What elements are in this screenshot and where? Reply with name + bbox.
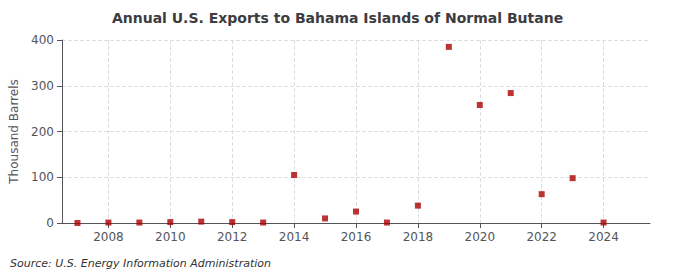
svg-text:2024: 2024 [588, 230, 619, 244]
svg-text:2014: 2014 [279, 230, 310, 244]
svg-text:Thousand Barrels: Thousand Barrels [7, 79, 21, 184]
svg-text:2012: 2012 [217, 230, 248, 244]
svg-text:Annual U.S. Exports to Bahama: Annual U.S. Exports to Bahama Islands of… [112, 10, 563, 26]
svg-text:0: 0 [46, 216, 54, 230]
svg-text:2020: 2020 [465, 230, 496, 244]
svg-text:2008: 2008 [93, 230, 124, 244]
svg-text:300: 300 [31, 79, 54, 93]
svg-text:2018: 2018 [403, 230, 434, 244]
svg-text:100: 100 [31, 170, 54, 184]
svg-text:2016: 2016 [341, 230, 372, 244]
svg-text:2010: 2010 [155, 230, 186, 244]
svg-text:400: 400 [31, 33, 54, 47]
svg-text:200: 200 [31, 125, 54, 139]
svg-text:Source: U.S. Energy Informatio: Source: U.S. Energy Information Administ… [10, 257, 271, 270]
svg-text:2022: 2022 [526, 230, 557, 244]
